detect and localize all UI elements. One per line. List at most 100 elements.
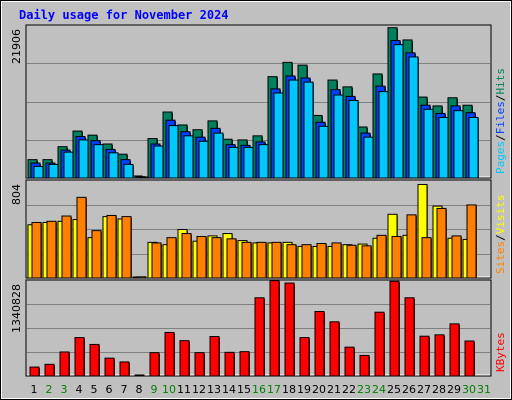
x-tick-label: 14	[222, 383, 236, 396]
x-tick-label: 10	[162, 383, 176, 396]
legend-entry: /	[494, 234, 507, 241]
bar	[273, 92, 284, 179]
x-tick-label: 29	[447, 383, 461, 396]
bar	[254, 297, 265, 377]
bar	[74, 337, 85, 377]
x-axis: 1 2 3 4 5 6 7 8 9 10 11 12 13 14 15 16 17 18 19 20 21 22 23 24 2…	[31, 383, 492, 396]
x-tick-label: 25	[387, 383, 401, 396]
bar	[151, 242, 162, 279]
bar	[211, 237, 222, 279]
bar	[284, 282, 295, 377]
bar	[153, 145, 164, 179]
panel-max-label: 21906	[10, 29, 23, 64]
bar	[136, 276, 147, 279]
x-tick-label: 27	[417, 383, 431, 396]
legend-entry: Pages	[494, 141, 507, 174]
bar	[241, 241, 252, 279]
bar	[44, 363, 55, 377]
bar	[91, 230, 102, 279]
x-tick-label: 9	[151, 383, 158, 396]
bar	[299, 337, 310, 377]
bar	[346, 244, 357, 279]
bar	[166, 237, 177, 279]
series-sites	[31, 196, 477, 279]
x-tick-label: 23	[357, 383, 371, 396]
bar	[89, 343, 100, 377]
bar	[196, 235, 207, 279]
x-tick-label: 22	[342, 383, 356, 396]
bar	[361, 245, 372, 279]
bar	[344, 346, 355, 377]
x-tick-label: 20	[312, 383, 326, 396]
bar	[269, 280, 280, 377]
bar	[224, 351, 235, 377]
x-tick-label: 18	[282, 383, 296, 396]
legend-entry: KBytes	[494, 332, 507, 372]
bar	[438, 116, 449, 179]
bar	[348, 99, 359, 179]
x-tick-label: 4	[76, 383, 83, 396]
bar	[258, 144, 269, 179]
bar	[134, 374, 145, 377]
panel-visits-sites: 804 Sites/Visits	[10, 179, 507, 279]
x-tick-label: 3	[61, 383, 68, 396]
x-tick-label: 1	[31, 383, 38, 396]
bar	[194, 352, 205, 377]
bar	[119, 361, 130, 377]
bar	[123, 163, 134, 179]
bar	[226, 238, 237, 279]
x-tick-label: 2	[46, 383, 53, 396]
bar	[466, 204, 477, 279]
x-tick-label: 8	[136, 383, 143, 396]
bar	[389, 280, 400, 377]
bar	[301, 244, 312, 279]
bar	[421, 237, 432, 279]
x-tick-label: 15	[237, 383, 251, 396]
bar	[61, 215, 72, 279]
bar	[48, 163, 59, 179]
bar	[286, 244, 297, 279]
bar	[46, 220, 57, 279]
bar	[183, 135, 194, 179]
bar	[108, 152, 119, 179]
bar	[374, 311, 385, 377]
bar	[316, 243, 327, 279]
bar	[271, 241, 282, 279]
bar	[63, 151, 74, 179]
bar	[393, 44, 404, 179]
bar	[181, 233, 192, 279]
bar	[104, 357, 115, 377]
bar	[453, 110, 464, 179]
bar	[318, 125, 329, 179]
bar	[434, 334, 445, 377]
series-pages	[33, 44, 479, 179]
bar	[179, 340, 190, 377]
bar	[363, 136, 374, 179]
x-tick-label: 12	[192, 383, 206, 396]
bar	[239, 351, 250, 377]
panel-legend: KBytes	[494, 332, 507, 372]
bar	[228, 146, 239, 179]
x-tick-label: 17	[267, 383, 281, 396]
x-tick-label: 5	[91, 383, 98, 396]
panel-hits-files-pages: 21906 Pages/Files/Hits	[10, 24, 507, 179]
x-tick-label: 6	[106, 383, 113, 396]
bar	[333, 94, 344, 179]
bar	[288, 79, 299, 179]
bar	[209, 336, 220, 377]
bar	[243, 146, 254, 179]
bar	[59, 351, 70, 377]
x-tick-label: 21	[327, 383, 341, 396]
bar	[256, 241, 267, 279]
bar	[464, 340, 475, 377]
x-tick-label: 19	[297, 383, 311, 396]
bar	[29, 366, 40, 377]
x-tick-label: 26	[402, 383, 416, 396]
panel-kbytes: 1340828 KBytes	[10, 279, 507, 377]
bar	[138, 176, 149, 179]
bar	[451, 235, 462, 279]
bar	[331, 242, 342, 279]
panel-legend: Pages/Files/Hits	[494, 68, 507, 174]
panel-max-label: 804	[10, 184, 23, 205]
